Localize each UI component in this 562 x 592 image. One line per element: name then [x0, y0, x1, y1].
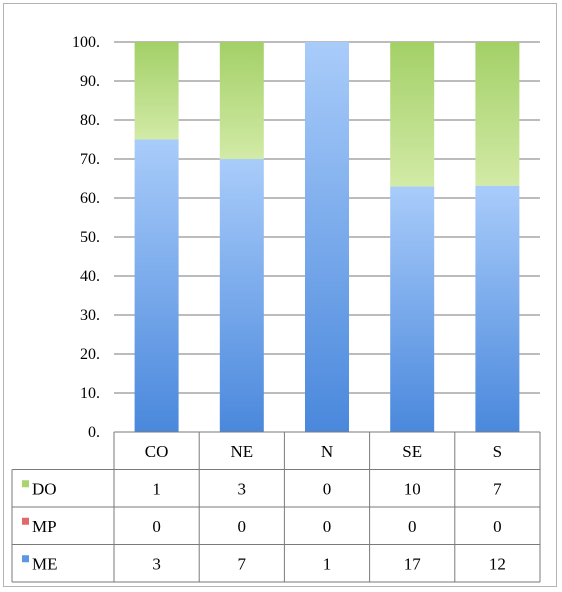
category-label: CO — [145, 442, 169, 461]
bar-me-s — [475, 185, 520, 432]
legend-swatch-me — [22, 555, 29, 563]
category-label: SE — [402, 442, 422, 461]
table-cell-value: 0 — [152, 517, 161, 536]
bar-me-co — [134, 139, 179, 432]
y-tick-label: 80. — [80, 112, 100, 129]
legend-swatch-mp — [22, 517, 29, 525]
y-tick-label: 20. — [80, 346, 100, 363]
table-cell-value: 0 — [493, 517, 502, 536]
table-cell-value: 1 — [152, 479, 161, 498]
table-cell-value: 0 — [408, 517, 417, 536]
table-cell-value: 0 — [323, 517, 332, 536]
table-cell-value: 1 — [323, 554, 332, 573]
bar-do-co — [134, 42, 179, 140]
bars — [134, 42, 520, 432]
bar-me-se — [390, 186, 435, 432]
legend-label: DO — [32, 479, 57, 498]
category-label: S — [493, 442, 502, 461]
category-label: NE — [230, 442, 253, 461]
legend-label: MP — [32, 517, 57, 536]
bar-do-se — [390, 42, 435, 187]
y-tick-label: 0. — [88, 424, 100, 441]
bar-do-ne — [219, 42, 264, 159]
table-cell-value: 7 — [493, 479, 502, 498]
table-cell-value: 7 — [238, 554, 247, 573]
y-axis-ticks: 0. 10. 20. 30. 40. 50. 60. 70. 80. 90. 100. — [72, 34, 100, 441]
y-tick-label: 40. — [80, 268, 100, 285]
bar-me-n — [305, 42, 349, 432]
table-cell-value: 10 — [404, 479, 421, 498]
stacked-bar-chart: 0. 10. 20. 30. 40. 50. 60. 70. 80. 90. 100. CO NE N S… — [11, 34, 541, 583]
bar-do-s — [475, 42, 520, 186]
table-cell-value: 17 — [404, 554, 422, 573]
y-tick-label: 60. — [80, 190, 100, 207]
chart-frame: 0. 10. 20. 30. 40. 50. 60. 70. 80. 90. 100. CO NE N S… — [3, 3, 557, 587]
table-cell-value: 0 — [323, 479, 332, 498]
data-table: CO NE N SE S DO 1 3 0 10 7 MP 0 0 0 0 0 ME 3 7 1 17 12 — [11, 431, 541, 583]
table-cell-value: 0 — [238, 517, 247, 536]
bar-me-ne — [219, 159, 264, 432]
table-cell-value: 3 — [238, 479, 247, 498]
y-tick-label: 90. — [80, 73, 100, 90]
table-cell-value: 12 — [489, 554, 506, 573]
y-tick-label: 70. — [80, 151, 100, 168]
y-tick-label: 50. — [80, 229, 100, 246]
y-tick-label: 100. — [72, 34, 100, 51]
table-cell-value: 3 — [152, 554, 161, 573]
category-label: N — [321, 442, 333, 461]
y-tick-label: 30. — [80, 307, 100, 324]
legend-swatch-do — [22, 480, 29, 488]
legend-label: ME — [32, 554, 58, 573]
y-tick-label: 10. — [80, 385, 100, 402]
